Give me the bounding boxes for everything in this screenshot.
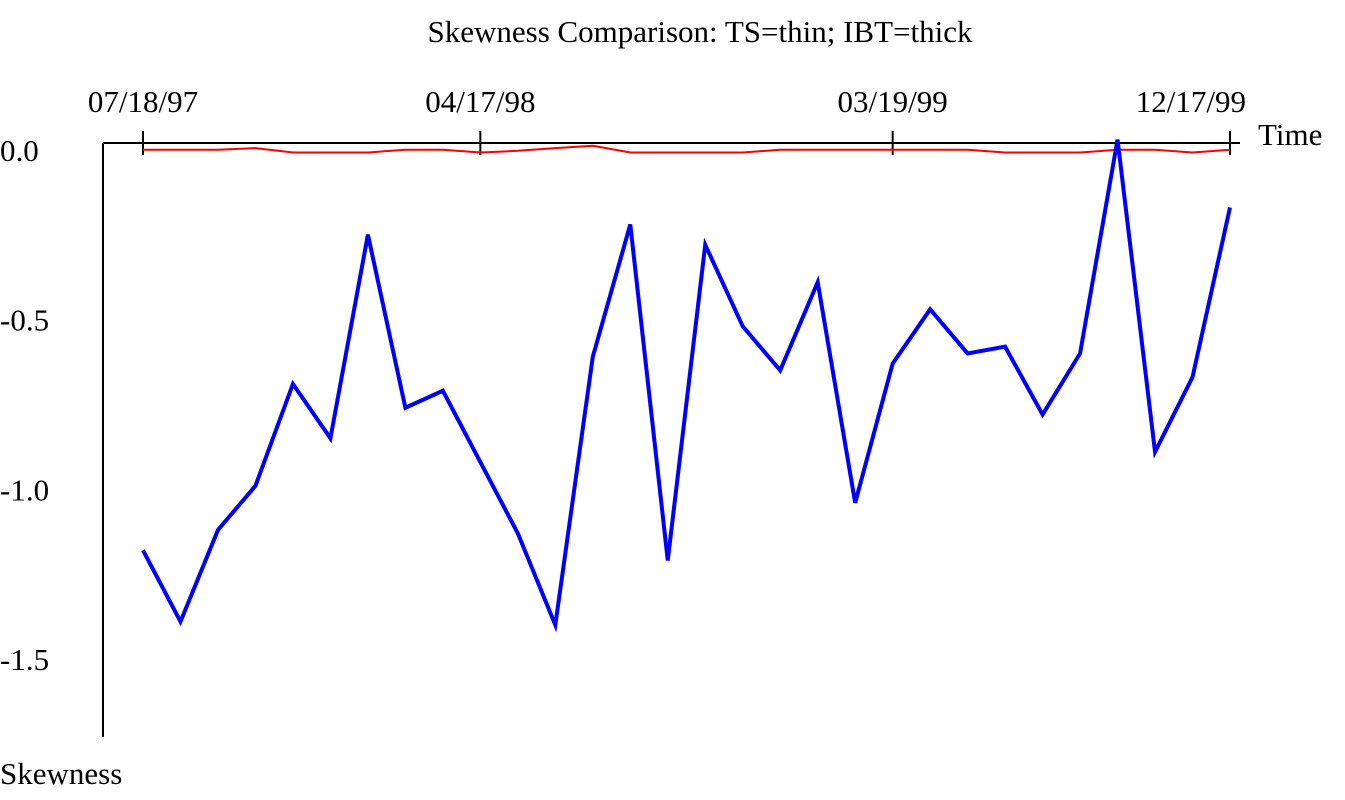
x-tick-label: 04/17/98 bbox=[425, 84, 535, 119]
series-line bbox=[143, 144, 1231, 154]
y-tick-label: -1.0 bbox=[0, 472, 49, 507]
x-axis-label: Time bbox=[1258, 117, 1322, 152]
series-line bbox=[141, 139, 1232, 633]
y-tick-label: -0.5 bbox=[0, 303, 49, 338]
x-tick-label: 07/18/97 bbox=[88, 84, 198, 119]
y-tick-label: 0.0 bbox=[0, 133, 39, 168]
y-tick-label: -1.5 bbox=[0, 642, 49, 677]
y-axis-label: Skewness bbox=[0, 756, 122, 791]
chart-title: Skewness Comparison: TS=thin; IBT=thick bbox=[427, 14, 973, 49]
x-tick-label: 12/17/99 bbox=[1136, 84, 1246, 119]
x-tick-label: 03/19/99 bbox=[838, 84, 948, 119]
